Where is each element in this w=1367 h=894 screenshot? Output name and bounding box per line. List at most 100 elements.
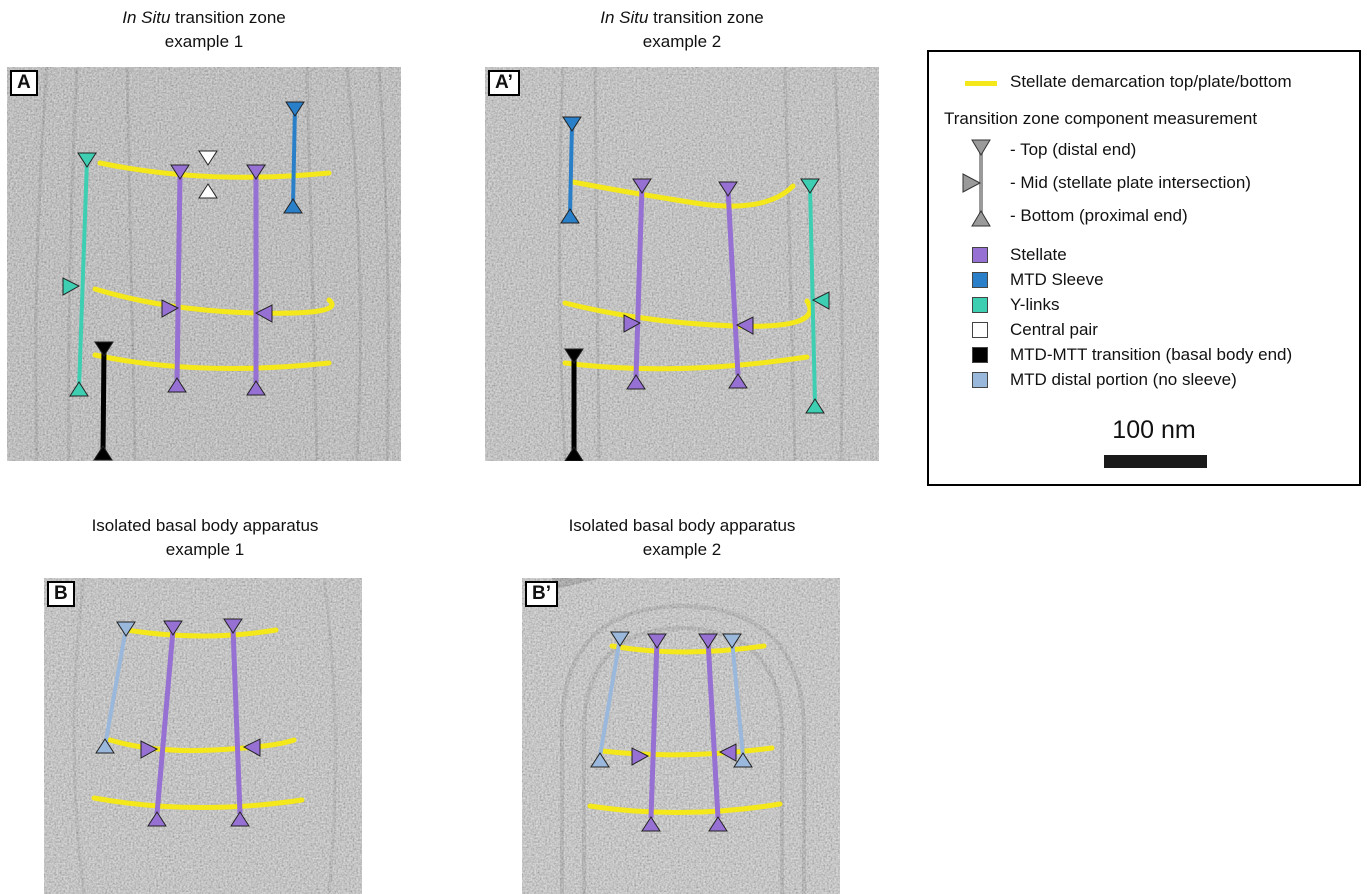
panel-a-micrograph: A: [7, 67, 401, 461]
y-link-segment: [77, 159, 89, 390]
stellate-segment: [633, 185, 645, 378]
stellate-top-line: [123, 627, 279, 639]
panel-a-title: In Situ transition zone example 1: [122, 8, 286, 51]
bottom-marker: [971, 210, 991, 227]
stellate-plate-line: [599, 745, 775, 758]
distal-segment: [103, 627, 128, 747]
legend-item-label: MTD distal portion (no sleeve): [1010, 370, 1237, 389]
legend-item-label: MTD-MTT transition (basal body end): [1010, 345, 1293, 364]
stellate-segment: [648, 639, 660, 819]
panel-a2-title: In Situ transition zone example 2: [600, 8, 764, 51]
bottom-marker: [198, 183, 218, 199]
top-marker: [77, 152, 97, 168]
legend-bottom-label: - Bottom (proximal end): [1010, 206, 1188, 225]
mid-marker: [735, 316, 754, 335]
panel-b-title: Isolated basal body apparatus example 1: [91, 516, 319, 559]
marker-key-icon: [962, 139, 991, 227]
top-marker: [562, 116, 582, 132]
panel-b-micrograph: B: [44, 578, 362, 894]
panel-a2-micrograph: A’: [485, 67, 879, 461]
bottom-marker: [69, 381, 89, 397]
legend-box: Stellate demarcation top/plate/bottom Tr…: [927, 50, 1361, 486]
stellate-bottom-line: [562, 354, 810, 372]
top-marker: [610, 631, 630, 647]
stellate-plate-line: [92, 286, 335, 316]
bottom-marker: [564, 446, 584, 461]
bottom-marker: [560, 208, 580, 224]
stellate-bottom-line: [91, 795, 305, 811]
legend-item-label: Stellate: [1010, 245, 1067, 264]
bottom-marker: [95, 738, 115, 754]
scale-bar: [1104, 455, 1207, 468]
top-marker: [170, 164, 190, 180]
em-texture: [522, 578, 840, 894]
panel-b2-title: Isolated basal body apparatus example 2: [568, 516, 796, 559]
mid-marker: [140, 740, 159, 759]
panel-label: A: [10, 70, 38, 96]
top-marker: [564, 348, 584, 364]
stellate-segment: [230, 627, 243, 815]
central-pair-swatch: [972, 322, 988, 338]
panel-b-overlay: [91, 618, 305, 827]
legend-mid-label: - Mid (stellate plate intersection): [1010, 173, 1251, 192]
legend-demarcation-label: Stellate demarcation top/plate/bottom: [1010, 72, 1292, 91]
stellate-segment: [725, 188, 741, 376]
distal-swatch: [972, 372, 988, 388]
bottom-marker: [230, 811, 250, 827]
em-texture: [44, 578, 362, 894]
stellate-bottom-line: [587, 801, 783, 815]
top-marker: [198, 150, 218, 166]
bottom-marker: [626, 374, 646, 390]
legend-item-label: MTD Sleeve: [1010, 270, 1104, 289]
panel-label: A’: [488, 70, 520, 96]
transition-swatch: [972, 347, 988, 363]
stellate-segment: [174, 172, 183, 384]
bottom-marker: [805, 398, 825, 414]
mid-marker: [161, 299, 180, 318]
stellate-top-line: [97, 160, 332, 180]
stellate-segment: [154, 629, 176, 815]
mid-marker: [254, 304, 273, 323]
bottom-marker: [641, 816, 661, 832]
top-marker: [647, 633, 667, 649]
mid-marker: [242, 738, 261, 757]
top-marker: [116, 621, 136, 637]
top-marker: [94, 341, 114, 357]
stellate-swatch: [972, 247, 988, 263]
y-link-segment: [808, 184, 817, 405]
bottom-marker: [708, 816, 728, 832]
bottom-marker: [167, 377, 187, 393]
top-marker: [223, 618, 243, 634]
mid-marker: [62, 277, 81, 296]
transition-segment: [100, 347, 107, 456]
top-marker: [800, 178, 820, 194]
mid-marker: [623, 314, 642, 333]
mid-marker: [811, 291, 830, 310]
stellate-top-line: [609, 643, 767, 655]
sleeve-segment: [568, 123, 574, 215]
mid-marker: [718, 743, 737, 762]
sleeve-segment: [291, 106, 297, 206]
panel-a-overlay: [62, 101, 335, 461]
top-marker: [163, 620, 183, 636]
mid-marker: [962, 173, 982, 193]
bottom-marker: [733, 752, 753, 768]
bottom-marker: [246, 380, 266, 396]
bottom-marker: [728, 373, 748, 389]
bottom-marker: [590, 752, 610, 768]
panel-b2-overlay: [587, 631, 783, 832]
panel-label: B’: [525, 581, 558, 607]
sleeve-swatch: [972, 272, 988, 288]
stellate-plate-line: [562, 298, 813, 329]
top-marker: [246, 164, 266, 180]
top-marker: [632, 178, 652, 194]
distal-segment: [598, 637, 622, 757]
legend-item-label: Central pair: [1010, 320, 1098, 339]
legend-measurement-heading: Transition zone component measurement: [944, 109, 1258, 128]
panel-a2-overlay: [560, 116, 830, 461]
top-marker: [971, 139, 991, 156]
mid-marker: [631, 747, 650, 766]
stellate-bottom-line: [92, 352, 332, 371]
legend-item-label: Y-links: [1010, 295, 1060, 314]
yellow-line-swatch: [965, 81, 997, 86]
